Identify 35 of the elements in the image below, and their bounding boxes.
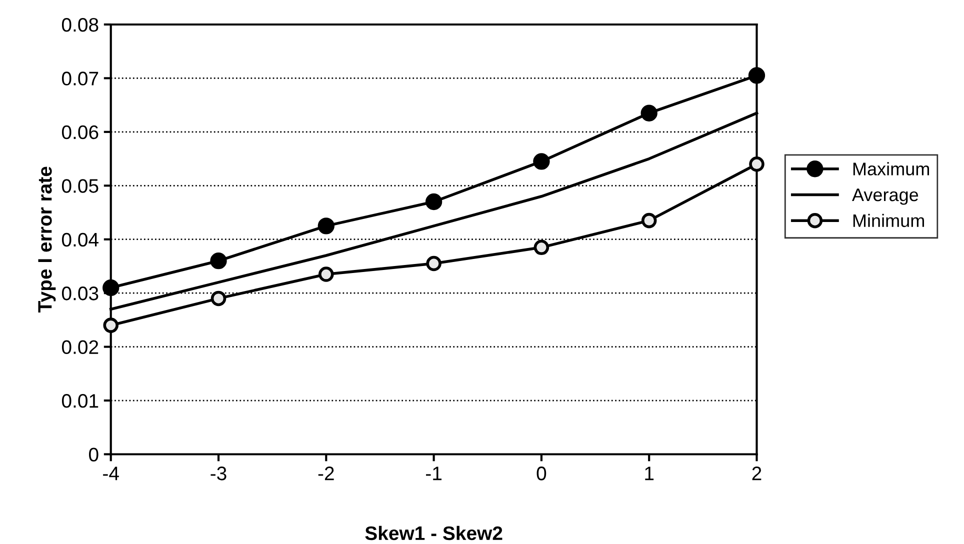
- x-tick-label: -3: [210, 466, 226, 480]
- x-tick-label: 1: [645, 466, 654, 480]
- point: [318, 266, 334, 282]
- point: [748, 67, 766, 84]
- point: [749, 156, 764, 172]
- point: [641, 212, 657, 228]
- x-axis-title: Skew1 - Skew2: [365, 526, 502, 540]
- point: [426, 256, 442, 272]
- y-tick-label: 0.03: [62, 286, 98, 300]
- y-tick-label: 0.08: [62, 18, 98, 32]
- point: [103, 318, 118, 333]
- point: [210, 290, 226, 306]
- point: [425, 193, 442, 210]
- point: [640, 104, 658, 122]
- y-tick-label: 0.04: [62, 232, 98, 247]
- x-tick-label: -1: [426, 466, 442, 480]
- point: [210, 252, 227, 270]
- legend-label: Average: [852, 188, 918, 205]
- x-tick-label: -2: [318, 466, 334, 480]
- y-tick-label: 0: [89, 448, 98, 462]
- point: [534, 240, 550, 256]
- y-axis-title: Type I error rate: [38, 166, 56, 312]
- y-tick-label: 0.02: [62, 340, 98, 354]
- x-tick-label: 2: [752, 466, 762, 480]
- legend-label: Minimum: [853, 214, 924, 228]
- y-tick-label: 0.05: [62, 179, 98, 193]
- point: [102, 279, 120, 296]
- y-tick-label: 0.06: [62, 125, 98, 140]
- y-tick-label: 0.01: [62, 394, 98, 408]
- x-tick-label: 0: [536, 466, 546, 480]
- point: [533, 153, 550, 170]
- point: [318, 218, 334, 234]
- legend-label: Maximum: [853, 162, 929, 176]
- y-tick-label: 0.07: [62, 72, 98, 86]
- x-tick-label: -4: [103, 466, 119, 480]
